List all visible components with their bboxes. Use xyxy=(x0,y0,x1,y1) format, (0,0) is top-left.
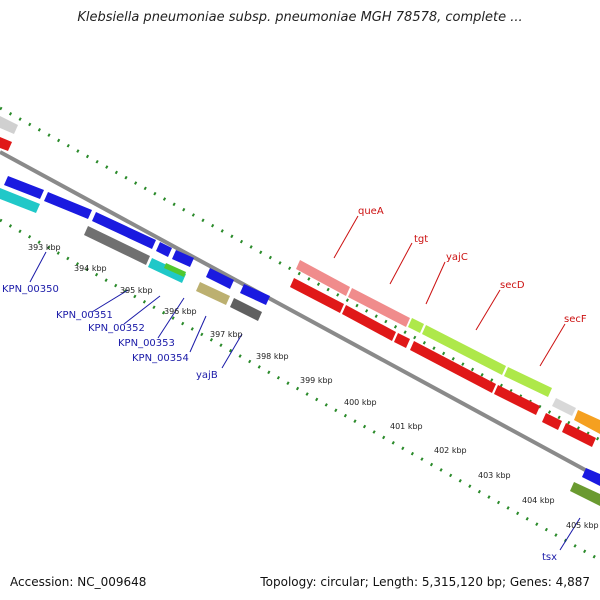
kbp-label: 393 kbp xyxy=(28,243,61,252)
gene-label-queA[interactable]: queA xyxy=(358,206,384,217)
gene-label-yajC[interactable]: yajC xyxy=(446,252,468,263)
gene-red-7[interactable] xyxy=(562,423,596,447)
gene-label-kpn00353[interactable]: KPN_00353 xyxy=(118,338,175,349)
gene-green-small[interactable] xyxy=(164,263,186,277)
gene-label-tsx[interactable]: tsx xyxy=(542,552,557,563)
kbp-label: 403 kbp xyxy=(478,471,511,480)
gene-secF[interactable] xyxy=(504,367,552,397)
genome-info-text: Topology: circular; Length: 5,315,120 bp… xyxy=(260,575,590,589)
gene-label-kpn00350[interactable]: KPN_00350 xyxy=(2,284,59,295)
gene-olive[interactable] xyxy=(196,282,230,305)
kbp-label: 395 kbp xyxy=(120,286,153,295)
gene-red-5[interactable] xyxy=(494,385,540,415)
gene-label-yajB[interactable]: yajB xyxy=(196,370,218,381)
gene-blue-right[interactable] xyxy=(582,468,600,486)
gene-label-kpn00351[interactable]: KPN_00351 xyxy=(56,310,113,321)
kbp-label: 396 kbp xyxy=(164,307,197,316)
gene-blue-5[interactable] xyxy=(172,250,194,267)
gene-cyan-2[interactable] xyxy=(148,258,186,283)
gene-blue-7[interactable] xyxy=(240,284,270,305)
gene-label-kpn00354[interactable]: KPN_00354 xyxy=(132,353,189,364)
gene-darkgrey-2[interactable] xyxy=(230,298,262,321)
blue-callouts xyxy=(29,251,581,551)
gene-red-6[interactable] xyxy=(542,413,562,430)
gene-red-top-left[interactable] xyxy=(0,137,12,151)
kbp-label: 400 kbp xyxy=(344,398,377,407)
gene-label-secF[interactable]: secF xyxy=(564,314,587,325)
red-callouts xyxy=(333,215,566,367)
kbp-label: 398 kbp xyxy=(256,352,289,361)
gene-cyan-1[interactable] xyxy=(0,188,40,213)
gene-yajC[interactable] xyxy=(408,318,424,333)
genome-backbone xyxy=(0,150,600,480)
gene-blue-1[interactable] xyxy=(4,176,44,199)
kbp-labels: 393 kbp 394 kbp 395 kbp 396 kbp 397 kbp … xyxy=(28,243,599,530)
red-gene-labels: queA tgt yajC secD secF xyxy=(358,206,587,325)
kbp-label: 399 kbp xyxy=(300,376,333,385)
gene-red-3[interactable] xyxy=(394,333,410,348)
gene-grey-top-left[interactable] xyxy=(0,116,18,134)
gene-red-1[interactable] xyxy=(290,278,344,313)
gene-grey-1[interactable] xyxy=(552,398,576,416)
kbp-label: 402 kbp xyxy=(434,446,467,455)
kbp-label: 405 kbp xyxy=(566,521,599,530)
gene-darkgrey-1[interactable] xyxy=(84,226,150,265)
gene-tgt[interactable] xyxy=(348,288,410,327)
gene-label-secD[interactable]: secD xyxy=(500,280,525,291)
outer-ruler xyxy=(0,106,600,442)
map-title: Klebsiella pneumoniae subsp. pneumoniae … xyxy=(77,10,523,25)
gene-darkgreen-right[interactable] xyxy=(570,482,600,506)
gene-orange[interactable] xyxy=(574,410,600,434)
blue-gene-labels: KPN_00350 KPN_00351 KPN_00352 KPN_00353 … xyxy=(2,284,557,563)
gene-label-kpn00352[interactable]: KPN_00352 xyxy=(88,323,145,334)
gene-secD[interactable] xyxy=(422,325,506,375)
gene-label-tgt[interactable]: tgt xyxy=(414,234,428,245)
gene-red-4[interactable] xyxy=(410,341,496,393)
gene-blue-4[interactable] xyxy=(156,242,172,257)
kbp-label: 397 kbp xyxy=(210,330,243,339)
kbp-label: 394 kbp xyxy=(74,264,107,273)
gene-blue-6[interactable] xyxy=(206,268,234,289)
kbp-label: 401 kbp xyxy=(390,422,423,431)
gene-queA[interactable] xyxy=(296,260,350,296)
gene-red-2[interactable] xyxy=(342,305,396,341)
gene-blue-2[interactable] xyxy=(44,192,92,219)
kbp-label: 404 kbp xyxy=(522,496,555,505)
accession-text: Accession: NC_009648 xyxy=(10,575,147,589)
gene-blue-3[interactable] xyxy=(92,212,156,249)
